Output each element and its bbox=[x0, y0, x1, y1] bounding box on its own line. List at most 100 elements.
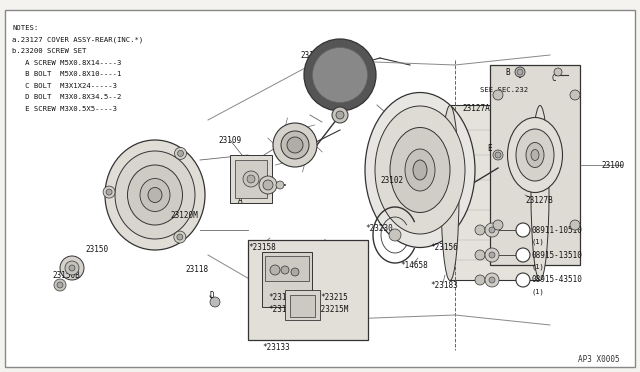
Ellipse shape bbox=[273, 123, 317, 167]
Text: E: E bbox=[487, 144, 492, 153]
Ellipse shape bbox=[390, 128, 450, 212]
Text: N: N bbox=[521, 227, 525, 233]
Ellipse shape bbox=[526, 142, 544, 167]
Circle shape bbox=[495, 152, 501, 158]
Circle shape bbox=[57, 282, 63, 288]
Ellipse shape bbox=[516, 129, 554, 181]
Text: 23150: 23150 bbox=[85, 246, 108, 254]
Circle shape bbox=[475, 225, 485, 235]
Ellipse shape bbox=[312, 48, 367, 103]
Bar bbox=[262, 252, 312, 307]
Circle shape bbox=[60, 256, 84, 280]
Bar bbox=[290, 295, 315, 317]
Circle shape bbox=[485, 273, 499, 287]
Text: 23127A: 23127A bbox=[462, 103, 490, 112]
Circle shape bbox=[475, 275, 485, 285]
Bar bbox=[490, 65, 580, 265]
Text: (1): (1) bbox=[532, 289, 545, 295]
Bar bbox=[450, 105, 540, 280]
Circle shape bbox=[489, 277, 495, 283]
Circle shape bbox=[475, 250, 485, 260]
Circle shape bbox=[177, 150, 184, 156]
Text: b.23200 SCREW SET: b.23200 SCREW SET bbox=[12, 48, 86, 54]
Text: 23109: 23109 bbox=[218, 135, 241, 144]
Circle shape bbox=[516, 248, 530, 262]
Text: 23118: 23118 bbox=[185, 266, 208, 275]
Ellipse shape bbox=[281, 131, 309, 159]
Ellipse shape bbox=[336, 111, 344, 119]
Circle shape bbox=[485, 223, 499, 237]
Text: 23120M: 23120M bbox=[170, 211, 198, 219]
Circle shape bbox=[259, 176, 277, 194]
Text: D: D bbox=[210, 291, 214, 299]
Text: E SCREW M3X0.5X5----3: E SCREW M3X0.5X5----3 bbox=[12, 106, 117, 112]
Text: C: C bbox=[552, 74, 557, 83]
Text: (1): (1) bbox=[532, 264, 545, 270]
Ellipse shape bbox=[531, 106, 549, 280]
Circle shape bbox=[485, 248, 499, 262]
Text: 08911-10510: 08911-10510 bbox=[532, 225, 583, 234]
Bar bbox=[235, 160, 267, 198]
Ellipse shape bbox=[127, 165, 182, 225]
Circle shape bbox=[106, 189, 112, 195]
Circle shape bbox=[554, 68, 562, 76]
Ellipse shape bbox=[405, 149, 435, 191]
Text: *23183: *23183 bbox=[430, 280, 458, 289]
Ellipse shape bbox=[105, 140, 205, 250]
Text: 08915-13510: 08915-13510 bbox=[532, 250, 583, 260]
Circle shape bbox=[291, 268, 299, 276]
Text: *23215M: *23215M bbox=[316, 305, 348, 314]
Bar bbox=[265, 256, 309, 281]
Ellipse shape bbox=[375, 106, 465, 234]
Circle shape bbox=[54, 279, 66, 291]
Circle shape bbox=[65, 261, 79, 275]
Circle shape bbox=[263, 180, 273, 190]
Text: *23133: *23133 bbox=[262, 343, 290, 353]
Circle shape bbox=[493, 220, 503, 230]
Circle shape bbox=[493, 90, 503, 100]
Ellipse shape bbox=[115, 151, 195, 239]
Bar bbox=[285, 290, 320, 320]
Text: A SCREW M5X0.8X14----3: A SCREW M5X0.8X14----3 bbox=[12, 60, 122, 65]
Text: a.23127 COVER ASSY-REAR(INC.*): a.23127 COVER ASSY-REAR(INC.*) bbox=[12, 36, 143, 43]
Circle shape bbox=[276, 181, 284, 189]
Ellipse shape bbox=[413, 160, 427, 180]
Text: W: W bbox=[521, 252, 525, 258]
Text: B: B bbox=[505, 67, 509, 77]
Circle shape bbox=[270, 265, 280, 275]
Text: 23102: 23102 bbox=[380, 176, 403, 185]
Text: 23150B: 23150B bbox=[52, 270, 80, 279]
Text: (1): (1) bbox=[532, 239, 545, 245]
Text: NOTES:: NOTES: bbox=[12, 25, 38, 31]
Text: W: W bbox=[521, 277, 525, 283]
Text: C BOLT  M3X1X24-----3: C BOLT M3X1X24-----3 bbox=[12, 83, 117, 89]
Bar bbox=[230, 155, 272, 203]
Circle shape bbox=[247, 175, 255, 183]
Text: D BOLT  M3X0.8X34.5--2: D BOLT M3X0.8X34.5--2 bbox=[12, 94, 122, 100]
Ellipse shape bbox=[304, 39, 376, 111]
Circle shape bbox=[515, 67, 525, 77]
Text: *23156: *23156 bbox=[430, 244, 458, 253]
Text: 23100: 23100 bbox=[602, 160, 625, 170]
Circle shape bbox=[177, 234, 183, 240]
Text: *23230: *23230 bbox=[365, 224, 393, 232]
Ellipse shape bbox=[287, 137, 303, 153]
Circle shape bbox=[389, 229, 401, 241]
Circle shape bbox=[489, 252, 495, 258]
Circle shape bbox=[281, 266, 289, 274]
Circle shape bbox=[175, 147, 186, 159]
Circle shape bbox=[516, 273, 530, 287]
Ellipse shape bbox=[508, 118, 563, 192]
Ellipse shape bbox=[148, 187, 162, 202]
Circle shape bbox=[493, 150, 503, 160]
Ellipse shape bbox=[531, 150, 539, 160]
Text: 08915-43510: 08915-43510 bbox=[532, 276, 583, 285]
Circle shape bbox=[69, 265, 75, 271]
Ellipse shape bbox=[441, 106, 459, 280]
Circle shape bbox=[570, 220, 580, 230]
Circle shape bbox=[570, 90, 580, 100]
Ellipse shape bbox=[332, 107, 348, 123]
Text: *23215: *23215 bbox=[320, 294, 348, 302]
Text: *23158: *23158 bbox=[248, 244, 276, 253]
Circle shape bbox=[210, 297, 220, 307]
